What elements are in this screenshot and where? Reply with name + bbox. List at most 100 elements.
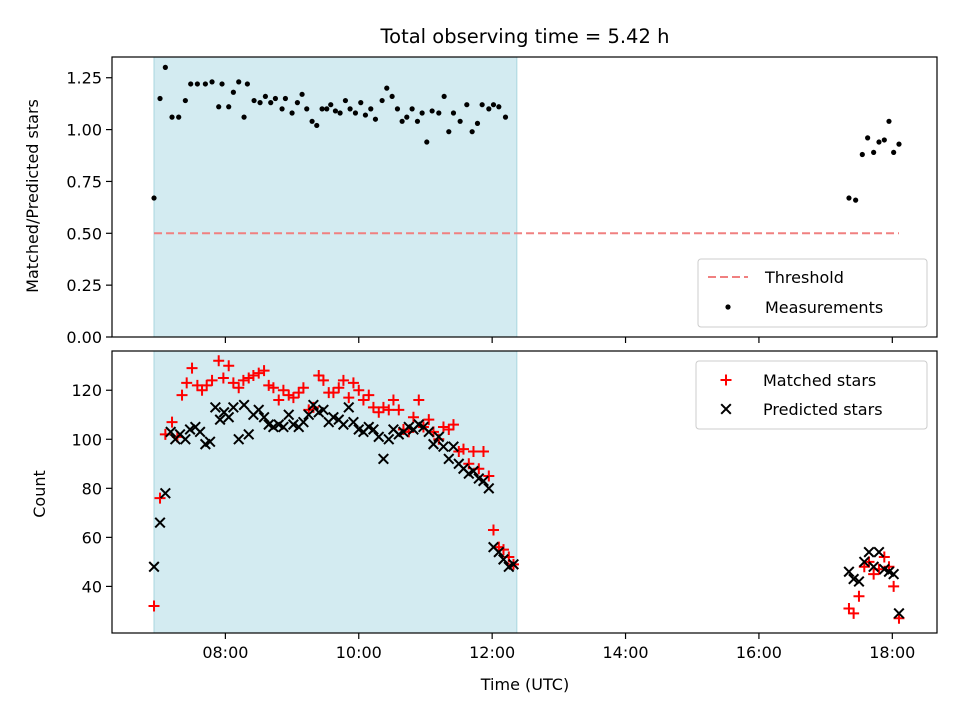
data-point — [303, 409, 315, 421]
data-point — [446, 129, 452, 135]
data-point — [258, 365, 270, 377]
data-point — [357, 394, 369, 406]
data-point — [387, 394, 399, 406]
x-tick-label: 10:00 — [336, 643, 382, 662]
data-point — [309, 118, 315, 124]
bottom-y-axis-label: Count — [30, 470, 49, 518]
data-point — [238, 399, 250, 411]
data-point — [236, 79, 242, 85]
data-point — [377, 453, 389, 465]
data-point — [358, 100, 364, 106]
bottom-panel-star-counts: 40 60 80 100 120 08:00 10:00 12:00 14:00 16:00 18:… — [71, 350, 938, 662]
data-point — [159, 487, 171, 499]
data-point — [223, 411, 235, 423]
data-point — [294, 100, 301, 106]
data-point — [423, 414, 435, 426]
data-point — [148, 561, 160, 573]
y-tick-label: 0.75 — [66, 172, 102, 191]
data-point — [263, 379, 275, 391]
data-point — [268, 100, 274, 106]
data-point — [497, 544, 509, 556]
data-point — [182, 97, 188, 104]
data-point — [251, 97, 257, 104]
data-point — [214, 414, 226, 426]
data-point — [367, 423, 379, 435]
y-tick-label: 0.25 — [66, 276, 102, 295]
data-point — [257, 100, 263, 106]
data-point — [230, 89, 236, 95]
data-point — [858, 556, 870, 568]
legend-box — [695, 360, 928, 430]
data-point — [297, 416, 309, 428]
data-point — [486, 106, 492, 112]
data-point — [313, 370, 325, 382]
data-point — [209, 401, 221, 413]
data-point — [332, 108, 339, 114]
data-point — [437, 421, 449, 433]
data-point — [162, 64, 168, 70]
data-point — [868, 568, 880, 580]
data-point — [427, 438, 439, 450]
data-point — [202, 81, 208, 87]
y-tick-label: 1.25 — [66, 69, 102, 88]
axes-frame — [111, 56, 938, 338]
data-point — [372, 116, 379, 122]
data-point — [227, 377, 239, 389]
x-axis-label: Time (UTC) — [480, 675, 569, 694]
data-point — [282, 95, 289, 102]
data-point — [429, 108, 435, 114]
data-point — [881, 137, 887, 143]
data-point — [333, 382, 345, 394]
data-point — [166, 416, 178, 428]
data-point — [876, 139, 882, 145]
data-point — [891, 149, 897, 156]
data-point — [154, 492, 166, 504]
y-tick-label: 120 — [71, 381, 102, 400]
data-point — [148, 600, 160, 612]
data-point — [433, 431, 445, 443]
y-tick-label: 80 — [82, 479, 102, 498]
data-point — [317, 404, 329, 416]
data-point — [299, 91, 305, 97]
data-point — [289, 110, 295, 116]
data-point — [479, 102, 485, 108]
data-point — [487, 524, 499, 536]
data-point — [216, 104, 222, 110]
data-point — [377, 401, 389, 413]
data-point — [188, 81, 194, 87]
data-point — [843, 566, 855, 578]
data-point — [342, 97, 349, 104]
data-point — [853, 575, 865, 588]
data-point — [287, 392, 299, 404]
data-point — [493, 546, 505, 558]
data-point — [258, 411, 270, 423]
legend-predicted-swatch — [720, 403, 732, 415]
data-point — [179, 433, 191, 445]
data-point — [497, 553, 509, 565]
data-point — [477, 475, 489, 487]
data-point — [279, 106, 285, 112]
data-point — [233, 382, 245, 394]
data-point — [304, 106, 310, 112]
data-point — [283, 389, 295, 401]
series-measurements — [151, 64, 902, 203]
data-point — [379, 97, 385, 104]
data-point — [201, 379, 213, 391]
data-point — [414, 118, 421, 124]
data-point — [194, 81, 200, 87]
legend-label-measurements: Measurements — [765, 298, 883, 317]
data-point — [859, 151, 865, 158]
data-point — [253, 404, 265, 416]
y-tick-label: 100 — [71, 430, 102, 449]
data-point — [447, 441, 459, 453]
data-point — [413, 394, 425, 406]
data-point — [464, 102, 470, 108]
data-point — [363, 389, 375, 401]
data-point — [267, 382, 279, 394]
data-point — [297, 382, 309, 394]
data-point — [307, 399, 319, 411]
x-tick-label: 12:00 — [469, 643, 515, 662]
data-point — [888, 568, 900, 580]
data-point — [204, 436, 216, 448]
data-point — [293, 387, 305, 399]
